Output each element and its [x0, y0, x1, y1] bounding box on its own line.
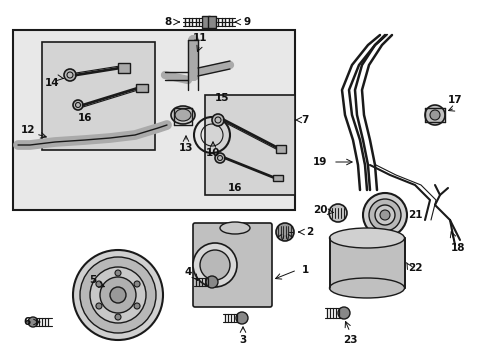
- Circle shape: [80, 257, 156, 333]
- Text: 10: 10: [205, 148, 220, 158]
- Text: 18: 18: [450, 243, 464, 253]
- Bar: [272, 175, 283, 181]
- Circle shape: [115, 270, 121, 276]
- Circle shape: [212, 114, 224, 126]
- Circle shape: [429, 110, 439, 120]
- Text: 12: 12: [20, 125, 35, 135]
- Text: 1: 1: [301, 265, 308, 275]
- FancyBboxPatch shape: [193, 223, 271, 307]
- Bar: [202, 16, 209, 28]
- Bar: [275, 145, 285, 153]
- Circle shape: [374, 205, 394, 225]
- Circle shape: [275, 223, 293, 241]
- Text: 15: 15: [214, 93, 229, 103]
- Text: 13: 13: [179, 143, 193, 153]
- Text: 17: 17: [447, 95, 461, 105]
- Text: 9: 9: [243, 17, 250, 27]
- Text: 22: 22: [407, 263, 421, 273]
- Circle shape: [96, 281, 102, 287]
- Bar: [136, 84, 148, 92]
- Circle shape: [73, 250, 163, 340]
- Circle shape: [424, 105, 444, 125]
- Text: 3: 3: [239, 335, 246, 345]
- Text: 23: 23: [342, 335, 357, 345]
- Bar: [13, 30, 294, 210]
- Circle shape: [64, 69, 76, 81]
- Ellipse shape: [329, 278, 404, 298]
- Bar: [42, 42, 155, 150]
- Text: 6: 6: [23, 317, 31, 327]
- Bar: [329, 238, 404, 288]
- Circle shape: [90, 267, 146, 323]
- Circle shape: [205, 276, 218, 288]
- Circle shape: [73, 100, 83, 110]
- Circle shape: [96, 303, 102, 309]
- Text: 2: 2: [306, 227, 313, 237]
- Bar: [204, 95, 294, 195]
- Circle shape: [236, 312, 247, 324]
- Text: 19: 19: [312, 157, 326, 167]
- Circle shape: [100, 277, 136, 313]
- Ellipse shape: [220, 222, 249, 234]
- Text: 11: 11: [192, 33, 207, 43]
- Text: 16: 16: [227, 183, 242, 193]
- Circle shape: [110, 287, 126, 303]
- Ellipse shape: [329, 228, 404, 248]
- Bar: [118, 63, 130, 73]
- Ellipse shape: [171, 106, 195, 124]
- Circle shape: [328, 204, 346, 222]
- Circle shape: [379, 210, 389, 220]
- Circle shape: [337, 307, 349, 319]
- Circle shape: [134, 281, 140, 287]
- Text: 7: 7: [301, 115, 308, 125]
- Circle shape: [368, 199, 400, 231]
- Text: 4: 4: [184, 267, 191, 277]
- Circle shape: [193, 243, 237, 287]
- Circle shape: [362, 193, 406, 237]
- Circle shape: [215, 153, 224, 163]
- Circle shape: [134, 303, 140, 309]
- Circle shape: [28, 317, 38, 327]
- Ellipse shape: [175, 109, 191, 121]
- Circle shape: [200, 250, 229, 280]
- Text: 5: 5: [89, 275, 97, 285]
- Bar: [207, 16, 216, 28]
- Text: 14: 14: [44, 78, 59, 88]
- Circle shape: [115, 314, 121, 320]
- Text: 20: 20: [312, 205, 326, 215]
- Text: 8: 8: [164, 17, 171, 27]
- Text: 21: 21: [407, 210, 421, 220]
- Text: 16: 16: [78, 113, 92, 123]
